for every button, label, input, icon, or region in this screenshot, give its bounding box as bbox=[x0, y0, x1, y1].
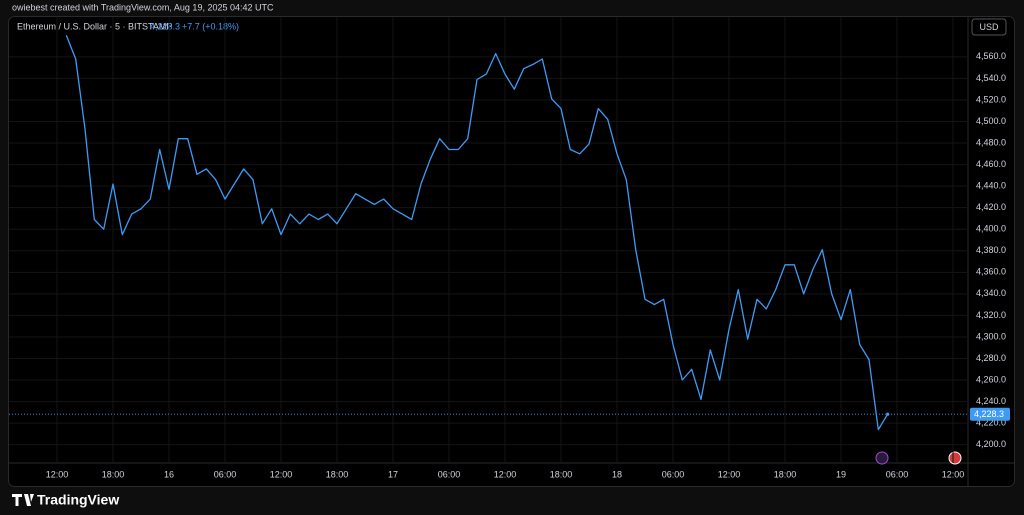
y-tick-label: 4,360.0 bbox=[976, 267, 1006, 277]
y-tick-label: 4,500.0 bbox=[976, 116, 1006, 126]
grid bbox=[9, 17, 968, 463]
x-tick-label: 06:00 bbox=[214, 469, 237, 479]
x-tick-label: 12:00 bbox=[46, 469, 69, 479]
y-tick-label: 4,460.0 bbox=[976, 159, 1006, 169]
price-line bbox=[65, 35, 889, 431]
y-tick-label: 4,300.0 bbox=[976, 331, 1006, 341]
x-tick-label: 06:00 bbox=[886, 469, 909, 479]
y-tick-label: 4,280.0 bbox=[976, 353, 1006, 363]
unit-box[interactable] bbox=[971, 18, 1007, 36]
last-price-box bbox=[970, 407, 1010, 421]
y-tick-label: 4,220.0 bbox=[976, 418, 1006, 428]
event-icon[interactable] bbox=[875, 451, 889, 465]
logo-mark bbox=[12, 494, 34, 506]
y-tick-label: 4,440.0 bbox=[976, 181, 1006, 191]
x-tick-label: 18:00 bbox=[774, 469, 797, 479]
x-tick-label: 06:00 bbox=[662, 469, 685, 479]
last-point bbox=[886, 412, 890, 416]
x-tick-label: 16 bbox=[164, 469, 174, 479]
x-tick-label: 18 bbox=[612, 469, 622, 479]
y-tick-label: 4,480.0 bbox=[976, 137, 1006, 147]
x-tick-label: 12:00 bbox=[942, 469, 965, 479]
y-tick-label: 4,260.0 bbox=[976, 374, 1006, 384]
y-tick-label: 4,200.0 bbox=[976, 439, 1006, 449]
y-tick-label: 4,540.0 bbox=[976, 73, 1006, 83]
y-tick-label: 4,400.0 bbox=[976, 224, 1006, 234]
brand: TradingView bbox=[37, 492, 119, 508]
x-tick-label: 18:00 bbox=[102, 469, 125, 479]
x-tick-label: 19 bbox=[836, 469, 846, 479]
x-tick-label: 17 bbox=[388, 469, 398, 479]
header-change: +7.7 (+0.18%) bbox=[182, 21, 239, 31]
y-unit[interactable]: USD bbox=[979, 22, 999, 32]
credit: owiebest created with TradingView.com, A… bbox=[12, 2, 274, 12]
y-tick-label: 4,520.0 bbox=[976, 94, 1006, 104]
last-price-label: 4,228.3 bbox=[974, 409, 1004, 419]
y-tick-label: 4,560.0 bbox=[976, 51, 1006, 61]
x-tick-label: 18:00 bbox=[550, 469, 573, 479]
y-tick-label: 4,320.0 bbox=[976, 310, 1006, 320]
y-tick-label: 4,340.0 bbox=[976, 288, 1006, 298]
x-tick-label: 12:00 bbox=[494, 469, 517, 479]
header-price: 4,228.3 bbox=[150, 21, 180, 31]
x-tick-label: 06:00 bbox=[438, 469, 461, 479]
y-tick-label: 4,240.0 bbox=[976, 396, 1006, 406]
x-tick-label: 12:00 bbox=[270, 469, 293, 479]
x-tick-label: 18:00 bbox=[326, 469, 349, 479]
symbol-title: Ethereum / U.S. Dollar · 5 · BITSTAMP bbox=[17, 21, 172, 31]
x-tick-label: 12:00 bbox=[718, 469, 741, 479]
chart-panel bbox=[8, 16, 1015, 487]
logo: TradingView bbox=[12, 492, 119, 508]
y-tick-label: 4,380.0 bbox=[976, 245, 1006, 255]
y-tick-label: 4,420.0 bbox=[976, 202, 1006, 212]
event-icon[interactable] bbox=[948, 451, 962, 465]
